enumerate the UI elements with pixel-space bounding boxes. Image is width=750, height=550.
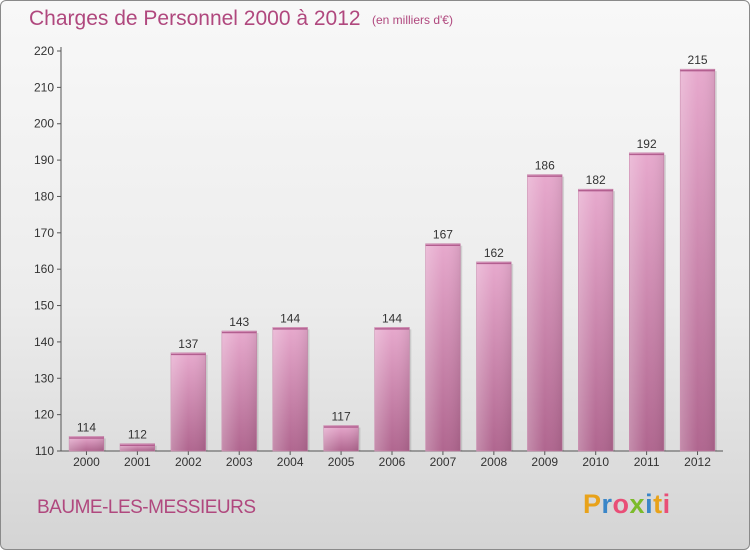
bar-highlight <box>476 261 512 451</box>
x-tick-label: 2012 <box>684 455 711 469</box>
town-name: BAUME-LES-MESSIEURS <box>37 497 256 518</box>
y-tick-label: 190 <box>34 153 54 167</box>
bar-highlight <box>425 243 461 451</box>
bars-group: 114 112 137 143 144 117 144 167 162 186 182 192 215 <box>68 53 717 452</box>
bar-highlight <box>578 189 614 451</box>
bar-value-label: 167 <box>433 228 453 242</box>
logo-letter: i <box>662 489 671 519</box>
x-tick-label: 2006 <box>379 455 406 469</box>
x-tick-label: 2003 <box>226 455 253 469</box>
y-tick-label: 120 <box>34 408 54 422</box>
logo-letter: i <box>645 489 654 519</box>
logo-letter: t <box>653 489 663 519</box>
bar-highlight <box>221 331 257 451</box>
bar-value-label: 182 <box>586 173 606 187</box>
x-tick-label: 2002 <box>175 455 202 469</box>
bar-value-label: 192 <box>637 137 657 151</box>
proxiti-logo: Proxiti <box>583 489 671 520</box>
x-axis: 2000 2001 2002 2003 2004 2005 2006 2007 2008 2009… <box>61 450 723 469</box>
y-tick-label: 200 <box>34 117 54 131</box>
logo-letter: o <box>612 489 630 519</box>
x-tick-label: 2004 <box>277 455 304 469</box>
bar-value-label: 143 <box>229 315 249 329</box>
bar-highlight <box>272 327 308 451</box>
x-tick-label: 2001 <box>124 455 151 469</box>
y-tick-label: 160 <box>34 262 54 276</box>
x-tick-label: 2007 <box>430 455 457 469</box>
bar-value-label: 137 <box>178 337 198 351</box>
bar-highlight <box>680 69 715 451</box>
bar-value-label: 144 <box>382 311 402 325</box>
bar-highlight <box>374 327 410 451</box>
bar-highlight <box>69 436 104 451</box>
x-tick-label: 2008 <box>480 455 507 469</box>
x-tick-label: 2011 <box>634 455 660 469</box>
y-tick-label: 150 <box>34 299 54 313</box>
logo-letter: P <box>583 489 602 519</box>
x-tick-label: 2009 <box>531 455 558 469</box>
y-tick-label: 180 <box>34 189 54 203</box>
bar-highlight <box>170 352 206 451</box>
bar-value-label: 162 <box>484 246 504 260</box>
x-tick-label: 2005 <box>328 455 355 469</box>
bar-highlight <box>323 425 359 451</box>
bar-value-label: 144 <box>280 311 300 325</box>
chart-title: Charges de Personnel 2000 à 2012 <box>29 7 361 30</box>
y-tick-label: 170 <box>34 226 54 240</box>
bar-highlight <box>527 174 563 452</box>
chart-subtitle: (en milliers d'€) <box>372 13 453 27</box>
bar-value-label: 112 <box>128 428 147 442</box>
y-tick-label: 140 <box>34 335 54 349</box>
bar-value-label: 114 <box>77 420 96 434</box>
bar-highlight <box>120 443 155 451</box>
y-tick-label: 210 <box>34 80 54 94</box>
bar-highlight <box>629 152 664 451</box>
bar-value-label: 117 <box>332 410 351 424</box>
x-tick-label: 2010 <box>582 455 609 469</box>
y-tick-label: 110 <box>35 444 54 458</box>
x-tick-label: 2000 <box>73 455 100 469</box>
bar-value-label: 186 <box>535 159 555 173</box>
y-tick-label: 130 <box>34 371 54 385</box>
y-tick-label: 220 <box>34 44 54 58</box>
logo-letter: r <box>601 489 613 519</box>
bar-value-label: 215 <box>688 53 708 67</box>
y-axis: 110 120 130 140 150 160 170 180 190 200 210 220 <box>34 44 62 458</box>
logo-letter: x <box>629 489 646 519</box>
